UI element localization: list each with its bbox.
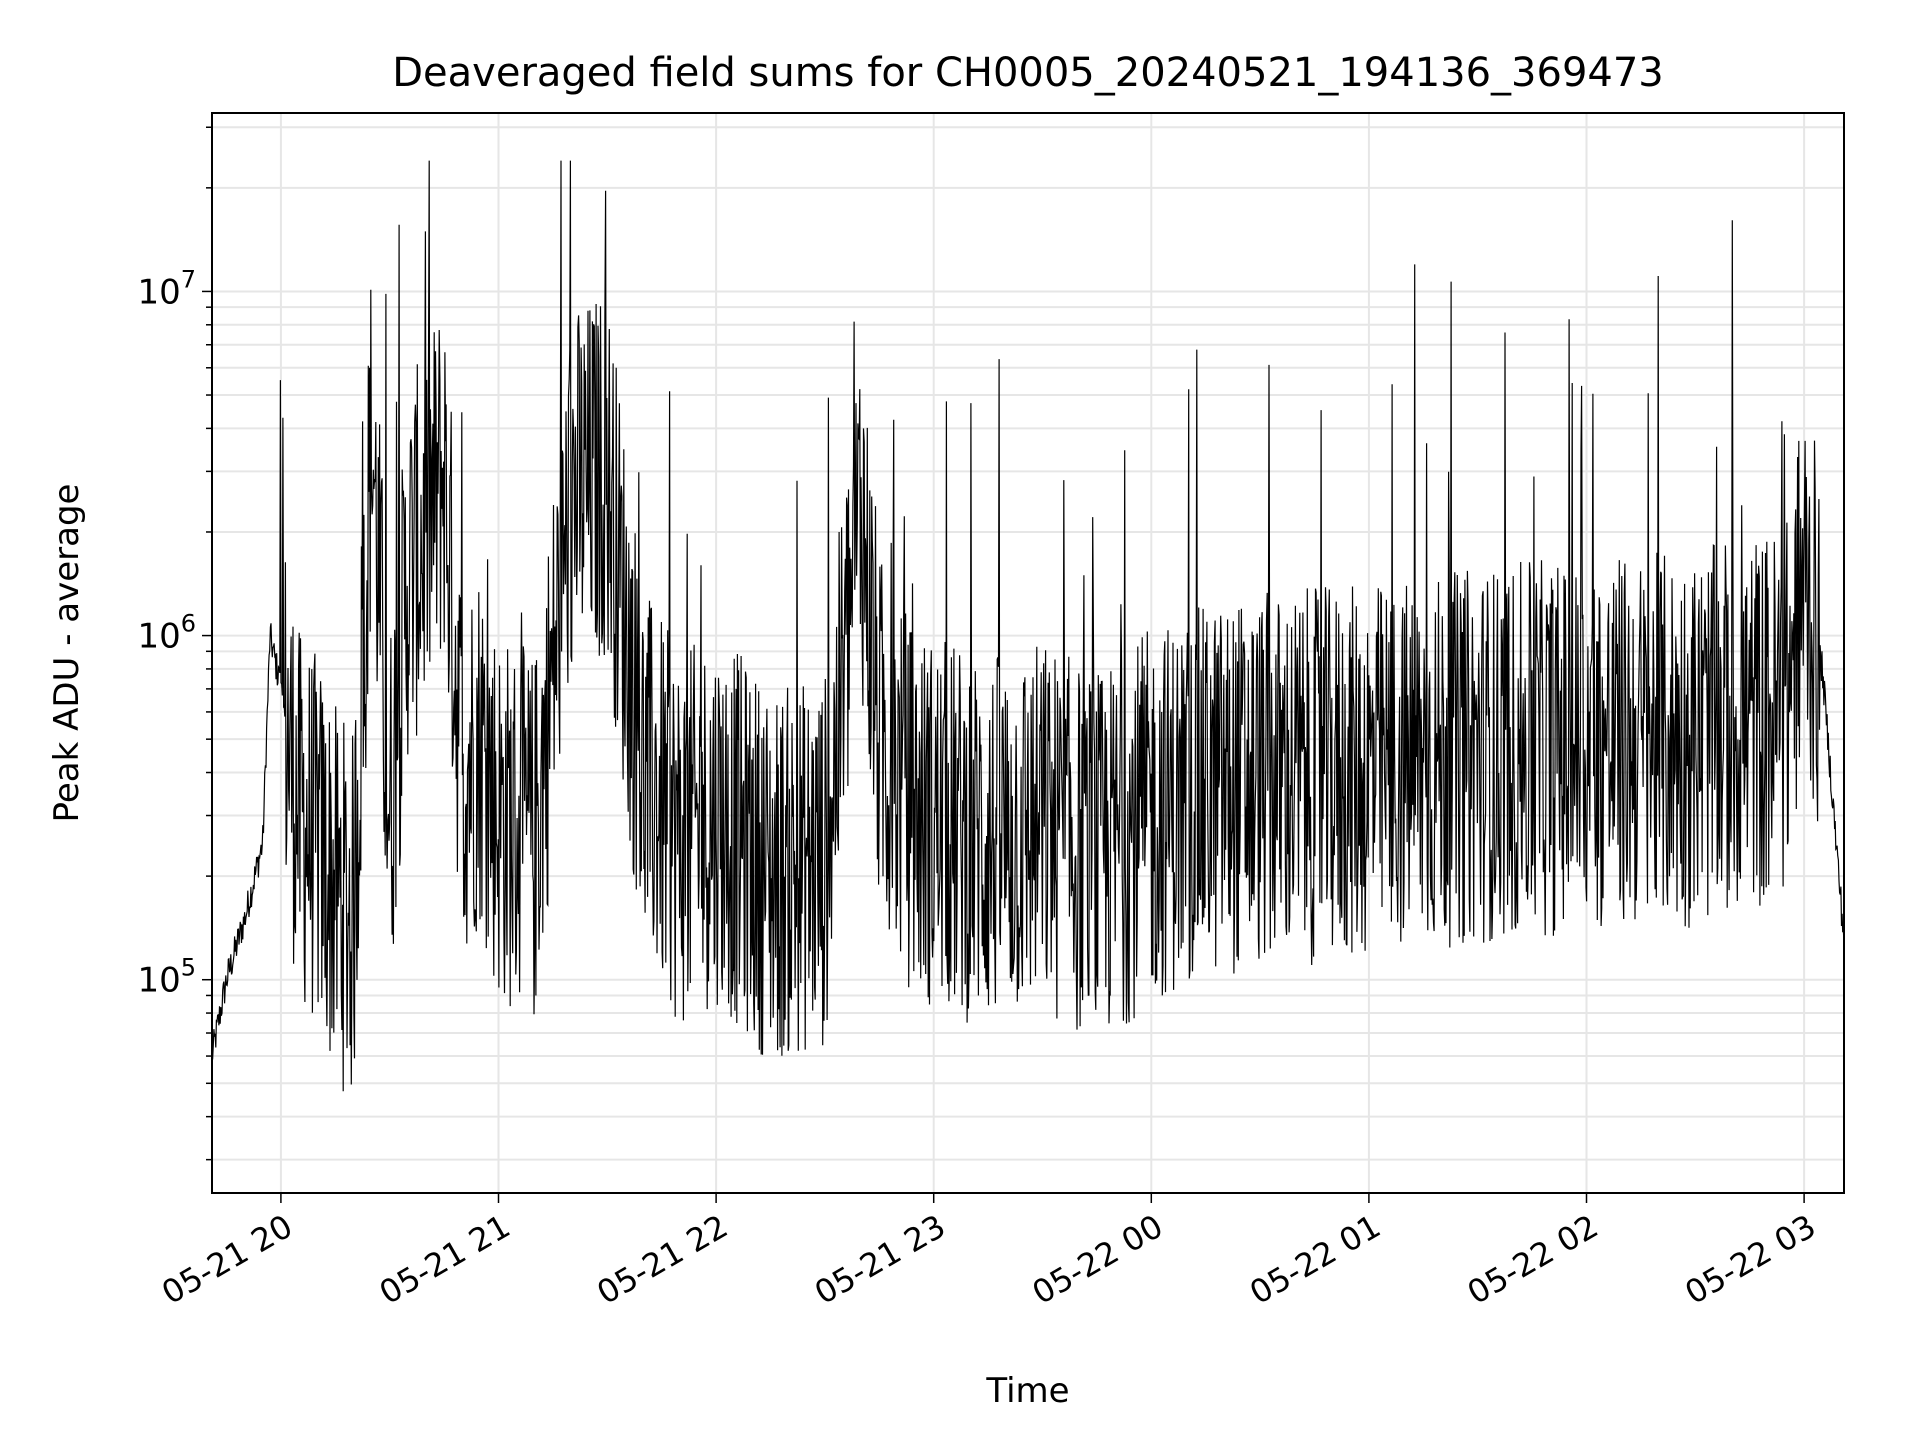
x-tick-label: 05-21 20 <box>155 1207 299 1312</box>
y-tick-label-base: 10 <box>137 961 180 1001</box>
plot-frame <box>211 112 1845 1194</box>
x-tick-label: 05-21 23 <box>808 1207 952 1312</box>
series-group <box>211 160 1845 1092</box>
y-tick-label-exponent: 6 <box>181 610 196 638</box>
x-tick-label: 05-21 21 <box>373 1207 517 1312</box>
series-line <box>211 160 1845 1092</box>
y-tick-label: 107 <box>137 265 196 312</box>
y-tick-label-base: 10 <box>137 617 180 657</box>
x-axis-label: Time <box>985 1371 1069 1411</box>
x-tick-label: 05-22 01 <box>1243 1207 1387 1312</box>
x-tick-label: 05-22 03 <box>1679 1207 1823 1312</box>
x-tick-label: 05-21 22 <box>591 1207 735 1312</box>
y-tick-label: 106 <box>137 610 196 657</box>
x-axis-ticks: 05-21 20 05-21 21 05-21 22 05-21 23 05-22 00… <box>155 1193 1822 1312</box>
y-tick-label-exponent: 7 <box>181 265 196 293</box>
y-axis-label: Peak ADU - average <box>47 484 87 823</box>
chart-title: Deaveraged field sums for CH0005_2024052… <box>392 50 1664 96</box>
y-tick-label: 105 <box>137 954 196 1001</box>
y-tick-label-base: 10 <box>137 272 180 312</box>
y-tick-label-exponent: 5 <box>181 954 196 982</box>
x-tick-label: 05-22 02 <box>1461 1207 1605 1312</box>
x-tick-label: 05-22 00 <box>1026 1207 1170 1312</box>
